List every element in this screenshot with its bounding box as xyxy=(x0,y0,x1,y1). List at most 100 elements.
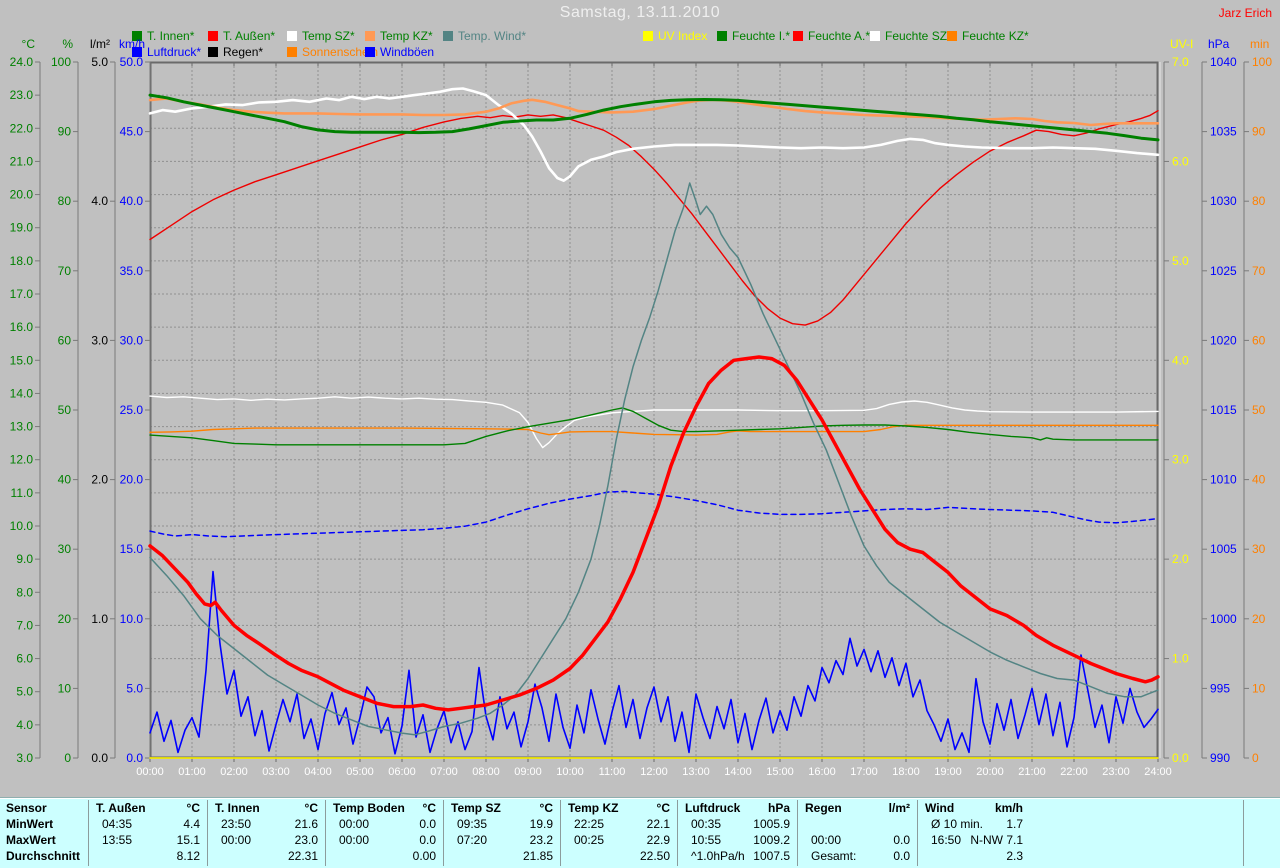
row-label: MinWert xyxy=(6,817,54,831)
legend-item-windboeen[interactable]: Windböen xyxy=(365,45,435,59)
stat-value: 22.31 xyxy=(287,849,318,863)
stat-time: 16:50 xyxy=(931,833,962,847)
svg-text:8.0: 8.0 xyxy=(16,585,33,599)
legend-item-t-innen[interactable]: T. Innen* xyxy=(132,29,194,43)
svg-text:UV-I: UV-I xyxy=(1170,37,1193,51)
svg-text:18:00: 18:00 xyxy=(892,766,920,778)
svg-text:60: 60 xyxy=(58,333,72,347)
legend-item-feuchte-kz[interactable]: Feuchte KZ* xyxy=(947,29,1029,43)
legend-swatch-temp-sz xyxy=(287,31,297,41)
svg-text:22.0: 22.0 xyxy=(10,121,34,135)
svg-text:90: 90 xyxy=(1252,125,1266,139)
table-separator xyxy=(207,800,208,866)
legend-label: Feuchte KZ* xyxy=(962,29,1029,43)
legend-item-regen[interactable]: Regen* xyxy=(208,45,264,59)
col-header: Luftdruck xyxy=(685,801,741,815)
svg-text:22:00: 22:00 xyxy=(1060,766,1088,778)
legend-label: Temp SZ* xyxy=(302,29,355,43)
col-header: T. Außen xyxy=(96,801,146,815)
legend-item-feuchte-sz[interactable]: Feuchte SZ* xyxy=(870,29,952,43)
svg-text:°C: °C xyxy=(22,37,36,51)
svg-text:18.0: 18.0 xyxy=(10,254,34,268)
svg-text:hPa: hPa xyxy=(1208,37,1230,51)
svg-text:06:00: 06:00 xyxy=(388,766,416,778)
stat-time: 00:00 xyxy=(811,833,842,847)
legend-item-feuchte-i[interactable]: Feuchte I.* xyxy=(717,29,790,43)
chart-plot: °C 24.0 23.0 22.0 21.0 20.0 19.0 18.0 17.0 16.0 15… xyxy=(10,37,1273,778)
svg-text:16:00: 16:00 xyxy=(808,766,836,778)
date-title: Samstag, 13.11.2010 xyxy=(559,4,721,21)
station-owner-name: Jarz Erich xyxy=(1218,6,1272,20)
stat-value: 23.0 xyxy=(294,833,318,847)
svg-text:3.0: 3.0 xyxy=(1172,453,1189,467)
stat-value: 2.3 xyxy=(1006,849,1023,863)
svg-text:03:00: 03:00 xyxy=(262,766,290,778)
svg-text:20: 20 xyxy=(58,612,72,626)
svg-text:24.0: 24.0 xyxy=(10,55,34,69)
legend-item-t-aussen[interactable]: T. Außen* xyxy=(208,29,276,43)
stat-value: 0.0 xyxy=(419,833,436,847)
svg-text:09:00: 09:00 xyxy=(514,766,542,778)
x-axis-labels: 00:00 01:00 02:00 03:00 04:00 05:00 06:00 07:00… xyxy=(136,766,1172,778)
svg-text:15:00: 15:00 xyxy=(766,766,794,778)
svg-text:1025: 1025 xyxy=(1210,264,1237,278)
svg-text:01:00: 01:00 xyxy=(178,766,206,778)
stat-value: 0.0 xyxy=(893,849,910,863)
svg-text:16.0: 16.0 xyxy=(10,320,34,334)
svg-text:50: 50 xyxy=(58,403,72,417)
legend-item-temp-wind[interactable]: Temp. Wind* xyxy=(443,29,526,43)
series-feuchte-i xyxy=(149,407,1159,446)
gridlines xyxy=(150,62,1158,758)
svg-text:4.0: 4.0 xyxy=(1172,353,1189,367)
col-unit: km/h xyxy=(994,801,1023,815)
stat-time: 09:35 xyxy=(457,817,488,831)
legend-label: T. Außen* xyxy=(223,29,276,43)
stat-value: 22.50 xyxy=(639,849,670,863)
legend-item-uv-index[interactable]: UV Index xyxy=(643,29,708,43)
svg-text:1035: 1035 xyxy=(1210,125,1237,139)
svg-text:%: % xyxy=(62,37,73,51)
svg-text:02:00: 02:00 xyxy=(220,766,248,778)
svg-text:1005: 1005 xyxy=(1210,542,1237,556)
stat-value: 1.7 xyxy=(1006,817,1023,831)
legend-swatch-temp-wind xyxy=(443,31,453,41)
svg-text:1.0: 1.0 xyxy=(91,612,108,626)
svg-text:3.0: 3.0 xyxy=(16,751,33,765)
legend-item-temp-kz[interactable]: Temp KZ* xyxy=(365,29,433,43)
axis-uvi: UV-I 7.0 6.0 5.0 4.0 3.0 2.0 1.0 0.0 xyxy=(1163,37,1193,765)
svg-text:9.0: 9.0 xyxy=(16,552,33,566)
col-header: Wind xyxy=(925,801,955,815)
stat-time: Gesamt: xyxy=(811,849,857,863)
svg-text:1020: 1020 xyxy=(1210,333,1237,347)
legend-swatch-windboeen xyxy=(365,47,375,57)
stat-value: 1005.9 xyxy=(753,817,790,831)
legend-label: Feuchte A.* xyxy=(808,29,871,43)
table-separator xyxy=(88,800,89,866)
svg-text:6.0: 6.0 xyxy=(16,652,33,666)
svg-text:10.0: 10.0 xyxy=(120,612,144,626)
series-windboeen xyxy=(149,570,1159,755)
legend-label: Luftdruck* xyxy=(147,45,202,59)
svg-text:13.0: 13.0 xyxy=(10,420,34,434)
legend-label: UV Index xyxy=(658,29,708,43)
table-separator xyxy=(677,800,678,866)
legend-item-feuchte-a[interactable]: Feuchte A.* xyxy=(793,29,871,43)
stat-value: N-NW 7.1 xyxy=(970,833,1023,847)
stat-time: 13:55 xyxy=(102,833,133,847)
legend-item-luftdruck[interactable]: Luftdruck* xyxy=(132,45,202,59)
legend-label: Regen* xyxy=(223,45,264,59)
svg-text:80: 80 xyxy=(1252,194,1266,208)
svg-text:21.0: 21.0 xyxy=(10,154,34,168)
legend-swatch-feuchte-a xyxy=(793,31,803,41)
svg-text:0.0: 0.0 xyxy=(91,751,108,765)
svg-text:08:00: 08:00 xyxy=(472,766,500,778)
svg-text:24:00: 24:00 xyxy=(1144,766,1172,778)
legend-item-temp-sz[interactable]: Temp SZ* xyxy=(287,29,355,43)
legend-label: Windböen xyxy=(380,45,435,59)
svg-text:45.0: 45.0 xyxy=(120,125,144,139)
svg-text:0: 0 xyxy=(1252,751,1259,765)
svg-text:10.0: 10.0 xyxy=(10,519,34,533)
legend-swatch-temp-kz xyxy=(365,31,375,41)
legend-item-sonnenschein[interactable]: Sonnenschein xyxy=(287,45,378,59)
